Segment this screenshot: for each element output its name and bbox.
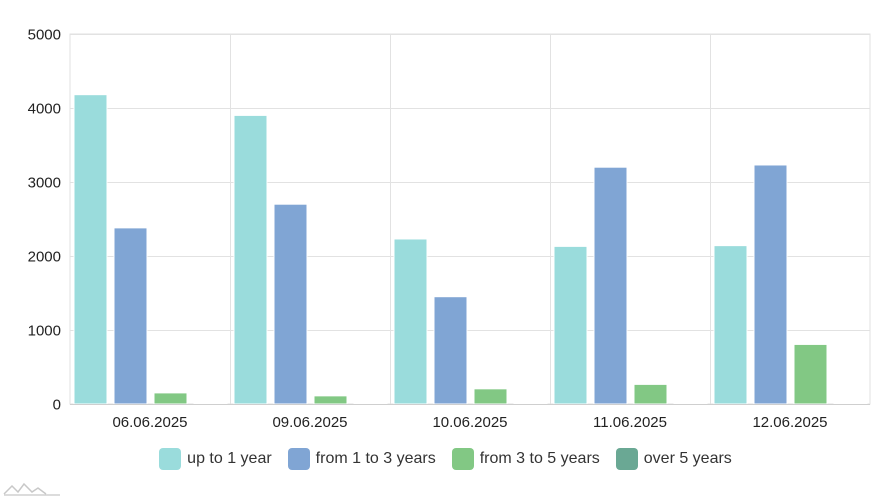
- y-tick-label: 1000: [28, 323, 61, 340]
- legend-label: up to 1 year: [187, 450, 272, 467]
- legend-swatch: [287, 448, 310, 470]
- bar[interactable]: [273, 203, 308, 405]
- y-axis: 0 1000 2000 3000 4000 5000: [28, 27, 61, 414]
- bar[interactable]: [753, 164, 788, 405]
- brand-logo-icon: [3, 482, 60, 496]
- y-tick-label: 4000: [28, 101, 61, 118]
- bar[interactable]: [353, 402, 388, 405]
- chart-bars: [73, 94, 868, 405]
- y-tick-label: 5000: [28, 27, 61, 44]
- x-tick-label: 06.06.2025: [112, 414, 187, 431]
- x-tick-label: 12.06.2025: [752, 414, 827, 431]
- bar[interactable]: [73, 94, 108, 405]
- bar[interactable]: [193, 402, 228, 405]
- legend-swatch: [451, 448, 474, 470]
- bar[interactable]: [473, 388, 508, 405]
- y-tick-label: 2000: [28, 249, 61, 266]
- chart-grid: [69, 33, 871, 405]
- x-axis: 06.06.2025 09.06.2025 10.06.2025 11.06.2025…: [70, 404, 870, 431]
- bar[interactable]: [593, 166, 628, 405]
- bar[interactable]: [113, 227, 148, 405]
- x-tick-label: 11.06.2025: [593, 414, 667, 431]
- y-tick-label: 3000: [28, 175, 61, 192]
- y-tick-label: 0: [53, 397, 61, 414]
- legend-label: from 1 to 3 years: [315, 450, 436, 467]
- legend-item-over-5-years[interactable]: over 5 years: [615, 448, 732, 470]
- legend-label: over 5 years: [643, 450, 732, 467]
- chart-legend: up to 1 year from 1 to 3 years from 3 to…: [0, 448, 891, 470]
- legend-label: from 3 to 5 years: [479, 450, 600, 467]
- bar[interactable]: [553, 245, 588, 405]
- bar[interactable]: [393, 238, 428, 405]
- legend-item-up-to-1-year[interactable]: up to 1 year: [159, 448, 272, 470]
- bar[interactable]: [153, 392, 188, 405]
- bar[interactable]: [233, 114, 268, 405]
- bar[interactable]: [313, 395, 348, 405]
- legend-item-from-1-to-3-years[interactable]: from 1 to 3 years: [287, 448, 436, 470]
- bar[interactable]: [793, 343, 828, 405]
- bar[interactable]: [433, 296, 468, 405]
- legend-swatch: [159, 448, 182, 470]
- bar[interactable]: [673, 402, 708, 405]
- x-tick-label: 09.06.2025: [272, 414, 347, 431]
- bar[interactable]: [513, 402, 548, 405]
- bar[interactable]: [713, 245, 748, 405]
- bar[interactable]: [833, 402, 868, 405]
- legend-item-from-3-to-5-years[interactable]: from 3 to 5 years: [451, 448, 600, 470]
- bar[interactable]: [633, 383, 668, 405]
- x-tick-label: 10.06.2025: [432, 414, 507, 431]
- plot-frame: [69, 33, 871, 405]
- legend-swatch: [615, 448, 638, 470]
